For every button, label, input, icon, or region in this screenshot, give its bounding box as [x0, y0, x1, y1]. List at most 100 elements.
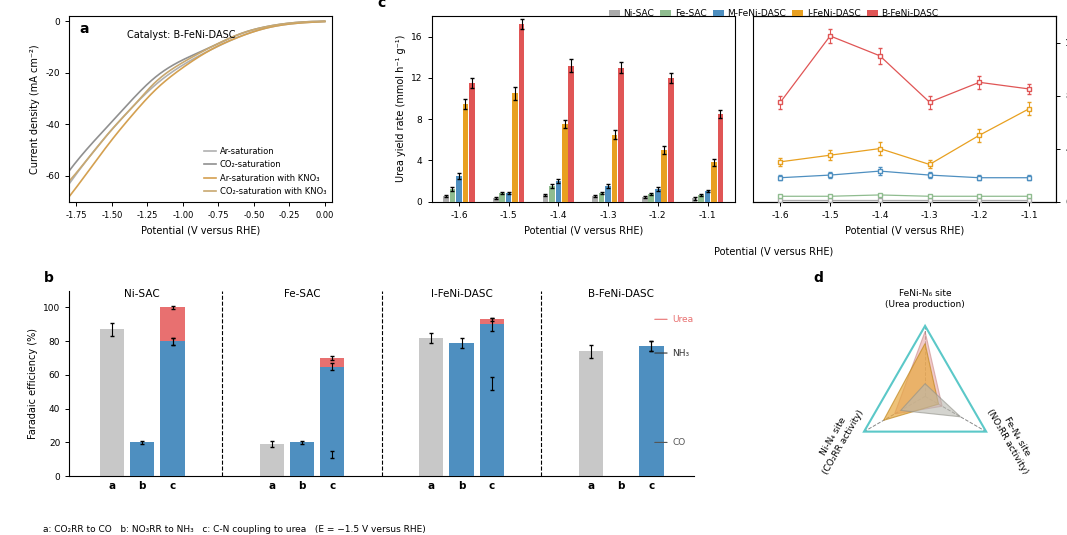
Bar: [130, 442, 155, 476]
Ar-saturation with KNO₃: [318, 18, 331, 25]
Text: Fe-SAC: Fe-SAC: [284, 289, 320, 300]
Ar-saturation with KNO₃: [63, 193, 76, 200]
Bar: [290, 442, 314, 476]
Bar: [463, 104, 468, 202]
Y-axis label: Urea yield rate (mmol h⁻¹ g⁻¹): Urea yield rate (mmol h⁻¹ g⁻¹): [396, 35, 405, 182]
Bar: [160, 308, 185, 341]
Ar-saturation: [318, 18, 331, 25]
Bar: [569, 65, 574, 202]
Bar: [449, 343, 474, 476]
CO₂-saturation: [64, 166, 77, 173]
Bar: [499, 193, 505, 202]
Bar: [506, 193, 511, 202]
Y-axis label: Current density (mA cm⁻²): Current density (mA cm⁻²): [30, 44, 41, 174]
Text: b: b: [45, 271, 54, 285]
CO₂-saturation with KNO₃: [278, 20, 291, 27]
CO₂-saturation with KNO₃: [318, 18, 331, 25]
Bar: [704, 192, 711, 202]
Ar-saturation: [278, 21, 291, 28]
Bar: [618, 67, 624, 202]
Text: c: c: [377, 0, 385, 11]
Bar: [642, 197, 648, 202]
CO₂-saturation with KNO₃: [214, 39, 227, 45]
Bar: [578, 351, 603, 476]
CO₂-saturation: [63, 167, 76, 174]
Text: CO: CO: [672, 438, 686, 447]
Bar: [320, 366, 345, 476]
Bar: [443, 196, 449, 202]
Bar: [320, 454, 345, 476]
Ar-saturation with KNO₃: [278, 21, 291, 28]
X-axis label: Potential (V versus RHE): Potential (V versus RHE): [141, 225, 260, 235]
Bar: [711, 163, 717, 202]
X-axis label: Potential (V versus RHE): Potential (V versus RHE): [845, 225, 965, 235]
Text: FeNi-N₆ site
(Urea production): FeNi-N₆ site (Urea production): [886, 289, 965, 309]
Ar-saturation: [64, 179, 77, 186]
Line: Ar-saturation with KNO₃: Ar-saturation with KNO₃: [69, 21, 324, 196]
Ar-saturation: [294, 20, 307, 26]
CO₂-saturation with KNO₃: [214, 39, 227, 45]
Bar: [592, 196, 598, 202]
Text: Catalyst: B-FeNi-DASC: Catalyst: B-FeNi-DASC: [127, 30, 236, 40]
CO₂-saturation: [294, 19, 307, 25]
Bar: [662, 150, 667, 202]
Bar: [493, 198, 498, 202]
Ar-saturation with KNO₃: [214, 42, 227, 48]
Ar-saturation: [219, 40, 232, 46]
Bar: [259, 444, 284, 476]
CO₂-saturation with KNO₃: [219, 37, 232, 43]
Polygon shape: [894, 332, 942, 414]
Text: B-FeNi-DASC: B-FeNi-DASC: [588, 289, 654, 300]
Bar: [556, 181, 561, 202]
Bar: [698, 195, 704, 202]
Ar-saturation with KNO₃: [219, 39, 232, 45]
Bar: [718, 114, 723, 202]
X-axis label: Potential (V versus RHE): Potential (V versus RHE): [524, 225, 642, 235]
Bar: [605, 186, 611, 202]
Bar: [160, 341, 185, 476]
Text: Potential (V versus RHE): Potential (V versus RHE): [714, 246, 833, 256]
CO₂-saturation: [214, 39, 227, 45]
Bar: [599, 193, 605, 202]
Bar: [512, 93, 517, 202]
Legend: Ni-SAC, Fe-SAC, M-FeNi-DASC, I-FeNi-DASC, B-FeNi-DASC: Ni-SAC, Fe-SAC, M-FeNi-DASC, I-FeNi-DASC…: [605, 5, 942, 22]
Line: CO₂-saturation with KNO₃: CO₂-saturation with KNO₃: [69, 21, 324, 181]
CO₂-saturation: [214, 40, 227, 46]
Bar: [480, 384, 504, 476]
Bar: [469, 83, 475, 202]
Ar-saturation: [63, 180, 76, 187]
Text: Ni-N₄ site
(CO₂RR activity): Ni-N₄ site (CO₂RR activity): [811, 402, 865, 476]
Ar-saturation with KNO₃: [294, 20, 307, 26]
Text: a: CO₂RR to CO   b: NO₃RR to NH₃   c: C-N coupling to urea   (E = −1.5 V versus : a: CO₂RR to CO b: NO₃RR to NH₃ c: C-N co…: [43, 525, 426, 534]
Bar: [160, 341, 185, 476]
CO₂-saturation with KNO₃: [294, 19, 307, 25]
Line: CO₂-saturation: CO₂-saturation: [69, 21, 324, 171]
Text: d: d: [814, 271, 824, 285]
Bar: [320, 358, 345, 366]
Bar: [639, 346, 664, 476]
Bar: [655, 189, 660, 202]
Bar: [543, 195, 548, 202]
Bar: [519, 24, 524, 202]
Polygon shape: [883, 343, 939, 421]
Polygon shape: [901, 384, 960, 417]
Bar: [649, 194, 654, 202]
Bar: [480, 324, 504, 476]
Bar: [550, 186, 555, 202]
Bar: [562, 124, 568, 202]
Text: Ni-SAC: Ni-SAC: [125, 289, 160, 300]
Text: NH₃: NH₃: [672, 348, 689, 357]
Bar: [668, 78, 673, 202]
CO₂-saturation: [278, 20, 291, 27]
Ar-saturation: [214, 42, 227, 48]
CO₂-saturation: [318, 18, 331, 25]
Bar: [419, 338, 444, 476]
Bar: [639, 346, 664, 476]
Text: a: a: [80, 21, 90, 36]
Bar: [691, 198, 698, 202]
CO₂-saturation with KNO₃: [64, 177, 77, 183]
Text: I-FeNi-DASC: I-FeNi-DASC: [431, 289, 493, 300]
Ar-saturation: [214, 41, 227, 48]
Ar-saturation with KNO₃: [64, 192, 77, 198]
Bar: [611, 135, 618, 202]
